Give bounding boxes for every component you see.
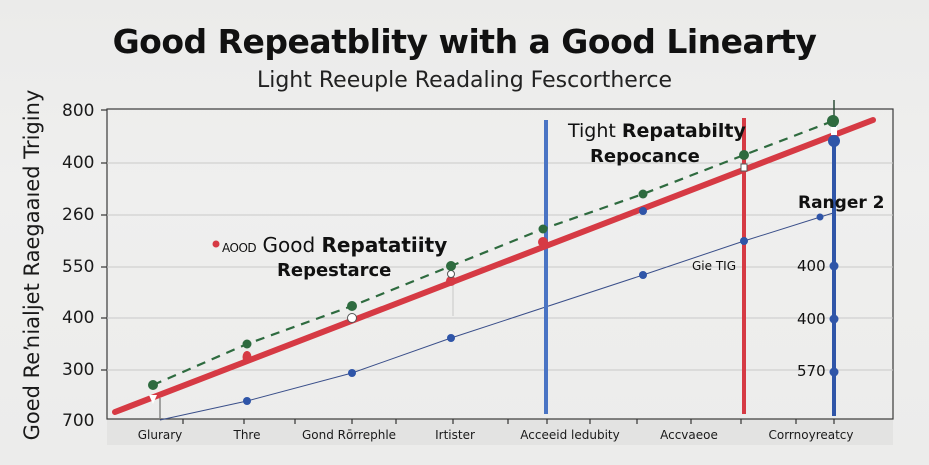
green-dashed-series xyxy=(152,119,834,387)
annotation-ranger-2: Ranger 2 xyxy=(798,193,885,213)
red-markers xyxy=(242,237,548,363)
x-axis-band xyxy=(107,419,893,445)
y-tick-label: 550 xyxy=(62,257,95,277)
annotation-value-400a: 400 xyxy=(797,257,826,275)
y-tick-label: 700 xyxy=(62,411,95,431)
annotation-value-570: 570 xyxy=(797,362,826,380)
plot-frame xyxy=(106,108,894,420)
annotation-tight-line2: Repocance xyxy=(590,146,700,167)
annotation-prefix: AOOD xyxy=(222,241,257,255)
y-tick-label: 300 xyxy=(62,360,95,380)
green-markers xyxy=(148,115,839,390)
red-linear-fit xyxy=(112,117,876,415)
blue-markers xyxy=(243,135,840,405)
annotation-gie-tig: Gie TIG xyxy=(692,259,736,273)
x-tick-label: Accvaeoe xyxy=(660,428,718,442)
annotation-value-400b: 400 xyxy=(797,310,826,328)
y-tick-label: 400 xyxy=(62,153,95,173)
x-ticks xyxy=(182,419,835,424)
legend-red-dot-icon xyxy=(212,240,220,248)
annotation-bold: Repatabilty xyxy=(621,120,746,142)
chart-subtitle: Light Reeuple Readaling Fescortherce xyxy=(256,68,673,93)
annotation-good-repeatability: AOOD Good Repatatiity xyxy=(222,233,447,257)
x-tick-label: Corrnoyreatcy xyxy=(768,428,854,442)
x-tick-label: Gond Rōrrephle xyxy=(301,428,397,442)
y-tick-label: 260 xyxy=(62,205,95,225)
x-tick-label: Thre xyxy=(233,428,261,442)
annotation-normal: Good xyxy=(262,233,316,257)
y-ticks xyxy=(101,109,107,371)
x-tick-label: Acceeid ledubity xyxy=(520,428,620,442)
white-markers xyxy=(149,127,837,404)
annotation-bold: Repatatiity xyxy=(321,233,448,257)
x-tick-label: Irtister xyxy=(435,428,475,442)
x-tick-label: Glurary xyxy=(137,428,183,442)
y-tick-label: 400 xyxy=(62,308,95,328)
annotation-normal: Tight xyxy=(568,120,616,142)
chart-title: Good Repeatblity with a Good Linearty xyxy=(112,22,817,61)
y-tick-label: 800 xyxy=(62,101,95,121)
annotation-tight-repeatability: Tight Repatabilty xyxy=(568,120,746,142)
annotation-good-line2: Repestarce xyxy=(277,260,392,281)
